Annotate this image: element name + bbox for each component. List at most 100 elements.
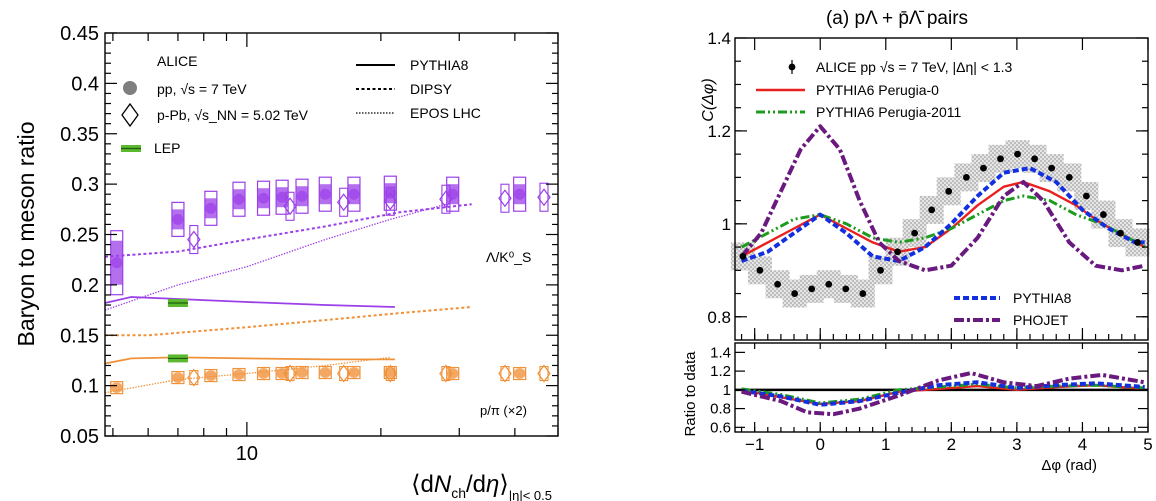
model-curve-dipsy	[104, 203, 472, 258]
pp-point	[514, 368, 526, 380]
pp-point	[296, 190, 308, 202]
data-point	[963, 173, 970, 181]
right-ratio-y-axis-label: Ratio to data	[682, 351, 699, 437]
pp-sys-box	[256, 366, 271, 381]
data-point	[756, 266, 764, 274]
pp-point	[172, 213, 184, 225]
ppb-sys-box	[339, 187, 349, 217]
data-point	[877, 266, 884, 274]
legend-ppb-marker	[121, 102, 139, 128]
legend-lep-label: LEP	[154, 140, 180, 156]
legend-phojet-label: PHOJET	[1013, 312, 1069, 328]
data-point	[894, 248, 901, 256]
ppb-point	[537, 364, 551, 383]
pp-point	[276, 368, 288, 380]
pp-sys-box	[110, 381, 124, 395]
ratio-y-tick-label: 0.8	[710, 401, 731, 418]
legend-perugia2011-label: PYTHIA6 Perugia-2011	[816, 104, 961, 120]
ratio-y-tick-label: 1.2	[710, 363, 731, 380]
annotation-p-over-pi: p/π (×2)	[480, 403, 527, 418]
pp-sys-box	[204, 368, 218, 383]
pp-point	[348, 188, 360, 200]
pp-point	[205, 370, 217, 382]
y-tick-label: 0.2	[71, 275, 99, 297]
pp-point	[111, 257, 123, 269]
ppb-point	[498, 189, 512, 208]
pp-point	[258, 192, 270, 204]
pp-sys-box	[446, 366, 460, 381]
pp-point	[514, 188, 526, 200]
y-tick-label: 0.8	[707, 308, 731, 327]
data-point	[808, 285, 816, 293]
legend-header: ALICE	[157, 53, 197, 69]
data-point	[980, 164, 987, 172]
x-tick-label: 4	[1078, 435, 1087, 454]
x-tick-label: 2	[947, 435, 956, 454]
right-legend-bottom: PYTHIA8 PHOJET	[954, 290, 1072, 328]
data-point	[842, 285, 850, 293]
y-tick-label: 1	[722, 215, 731, 234]
y-tick-label: 1.4	[707, 29, 731, 48]
pp-sys-box	[275, 366, 289, 381]
data-point	[1100, 211, 1107, 218]
legend-ppb-label: p-Pb, √s_NN = 5.02 TeV	[157, 107, 309, 123]
right-chart-marks	[730, 124, 1150, 417]
data-point	[1134, 239, 1141, 246]
left-chart: 0.05 0.1 0.15 0.2 0.25 0.3 0.35 0.4 0.45 10 Baryo…	[13, 23, 559, 501]
data-point	[1031, 155, 1038, 163]
ppb-sys-box	[441, 184, 451, 214]
ratio-y-tick-label: 1.4	[710, 344, 731, 361]
y-tick-label: 0.15	[60, 325, 99, 347]
legend-pp-marker	[123, 81, 137, 95]
ppb-point	[439, 190, 453, 209]
legend-epos-label: EPOS LHC	[410, 105, 481, 121]
data-point	[739, 252, 747, 260]
pp-sys-box	[232, 367, 246, 382]
ratio-curve-phojet	[741, 371, 1146, 417]
y-tick-label: 0.35	[60, 124, 99, 146]
data-point	[911, 229, 919, 237]
y-tick-label: 0.45	[60, 23, 99, 45]
data-point	[774, 280, 782, 288]
legend-dipsy-label: DIPSY	[410, 81, 453, 97]
legend-data-label: ALICE pp √s = 7 TeV, |Δη| < 1.3	[816, 59, 1013, 75]
ppb-point	[283, 197, 297, 216]
right-main-frame	[734, 37, 1149, 341]
pp-sys-box	[171, 370, 185, 385]
ppb-sys-box	[539, 365, 549, 382]
legend-pythia-label: PYTHIA8	[410, 57, 469, 73]
x-tick-label: 5	[1143, 435, 1152, 454]
pp-point	[319, 367, 331, 379]
ppb-point	[336, 193, 351, 212]
ratio-y-tick-label: 0.6	[710, 419, 731, 436]
ppb-point	[383, 192, 398, 211]
data-point	[859, 290, 867, 297]
data-point	[1048, 164, 1056, 172]
model-curve-phojet	[740, 124, 1146, 273]
ppb-point	[336, 364, 351, 383]
left-x-axis-label: ⟨dNch/dη⟩|η|< 0.5	[411, 471, 552, 501]
left-y-axis-label: Baryon to meson ratio	[13, 121, 39, 346]
right-x-axis-label: Δφ (rad)	[1041, 457, 1097, 474]
data-point	[1082, 192, 1090, 200]
ppb-sys-box	[189, 370, 199, 386]
left-legend: ALICE pp, √s = 7 TeV p-Pb, √s_NN = 5.02 …	[121, 53, 481, 156]
y-tick-label: 0.3	[71, 174, 99, 196]
legend-perugia0-label: PYTHIA6 Perugia-0	[816, 82, 939, 98]
model-curve-perugia2011	[740, 194, 1146, 249]
right-legend-top: ALICE pp √s = 7 TeV, |Δη| < 1.3 PYTHIA6 …	[756, 59, 1013, 120]
pp-point	[205, 202, 217, 214]
x-tick-label: 10	[236, 443, 258, 465]
ratio-curve-perugia2011	[741, 382, 1145, 405]
y-tick-label: 0.1	[71, 376, 99, 398]
pp-point	[319, 188, 331, 200]
pp-point	[233, 193, 245, 205]
y-tick-label: 0.05	[60, 426, 99, 448]
x-tick-label: 1	[881, 435, 890, 454]
ppb-sys-box	[385, 186, 395, 216]
pp-point	[111, 382, 123, 394]
model-curve-epos	[104, 203, 447, 311]
ppb-point	[537, 188, 551, 207]
data-point	[945, 187, 953, 195]
